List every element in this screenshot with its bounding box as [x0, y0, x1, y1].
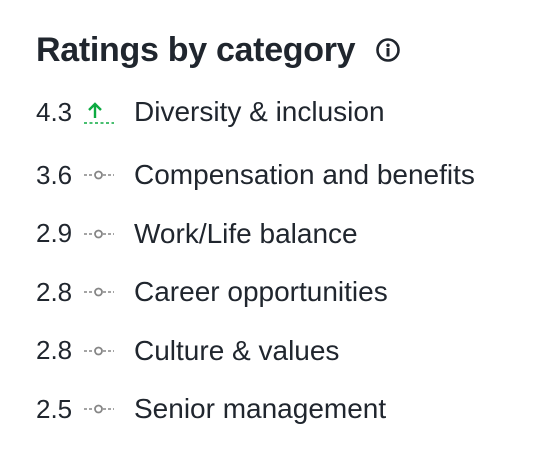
category-row-career-opportunities[interactable]: 2.8 Career opportunities	[36, 263, 536, 322]
ratings-by-category-card: Ratings by category 4.3 Diversity & incl…	[36, 28, 536, 439]
category-row-compensation-benefits[interactable]: 3.6 Compensation and benefits	[36, 146, 536, 205]
category-score: 3.6	[36, 159, 73, 190]
category-label: Career opportunities	[134, 276, 388, 308]
trend-neutral-icon	[84, 339, 116, 363]
info-circle-icon[interactable]	[375, 37, 401, 63]
category-score: 2.8	[36, 276, 73, 307]
category-score: 4.3	[36, 96, 73, 127]
category-label: Work/Life balance	[134, 217, 358, 249]
category-score: 2.8	[36, 335, 73, 366]
category-score: 2.5	[36, 393, 73, 424]
category-label: Compensation and benefits	[134, 159, 475, 191]
category-row-work-life-balance[interactable]: 2.9 Work/Life balance	[36, 205, 536, 264]
category-list: 4.3 Diversity & inclusion 3.6 Compensati…	[36, 88, 536, 439]
trend-neutral-icon	[84, 280, 116, 304]
category-row-senior-management[interactable]: 2.5 Senior management	[36, 380, 536, 439]
section-title: Ratings by category	[36, 30, 356, 69]
trend-neutral-icon	[84, 222, 116, 246]
trend-up-arrow-icon	[84, 100, 116, 124]
category-row-diversity-inclusion[interactable]: 4.3 Diversity & inclusion	[36, 88, 536, 136]
trend-neutral-icon	[84, 397, 116, 421]
category-label: Diversity & inclusion	[134, 96, 385, 127]
ratings-header: Ratings by category	[36, 28, 536, 72]
category-row-culture-values[interactable]: 2.8 Culture & values	[36, 322, 536, 381]
trend-neutral-icon	[84, 163, 116, 187]
category-score: 2.9	[36, 218, 73, 249]
category-label: Senior management	[134, 393, 387, 425]
category-label: Culture & values	[134, 334, 340, 366]
